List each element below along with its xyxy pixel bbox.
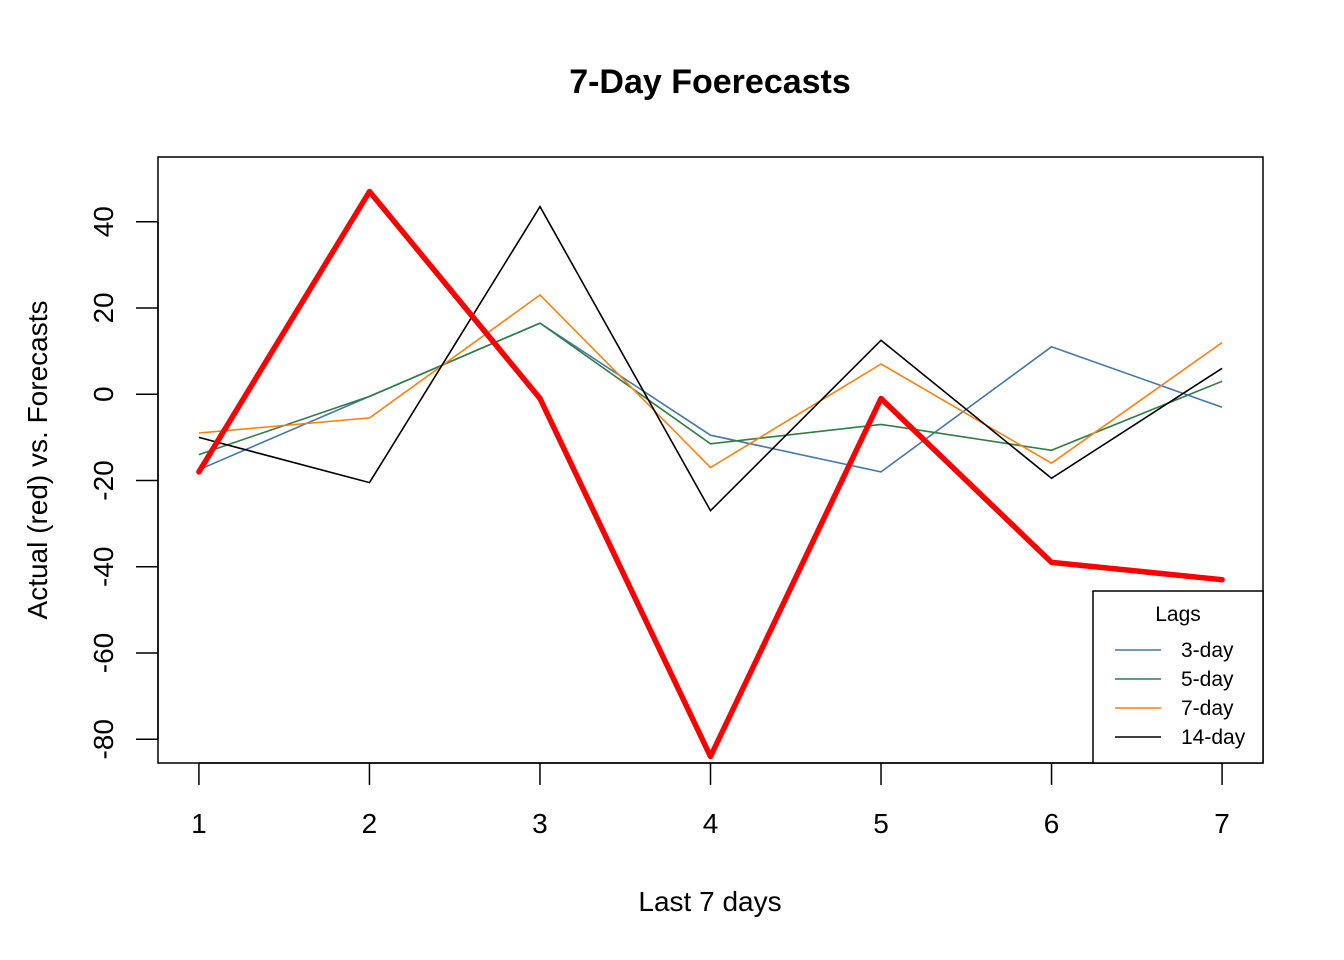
legend-entry: 5-day bbox=[1181, 668, 1234, 691]
y-tick-label: -40 bbox=[88, 547, 119, 587]
x-tick-label: 7 bbox=[1214, 808, 1230, 839]
actual-line bbox=[196, 188, 1225, 760]
legend-entry: 14-day bbox=[1181, 726, 1246, 749]
x-axis: 1 2 3 4 5 6 7 bbox=[191, 762, 1230, 839]
x-tick-label: 3 bbox=[532, 808, 548, 839]
legend-entry: 7-day bbox=[1181, 697, 1234, 720]
series-line-7-day bbox=[198, 293, 1223, 469]
y-tick-label: 20 bbox=[88, 292, 119, 323]
y-tick-label: -20 bbox=[88, 460, 119, 500]
x-tick-label: 2 bbox=[362, 808, 378, 839]
x-axis-label: Last 7 days bbox=[638, 886, 781, 917]
legend-entry: 3-day bbox=[1181, 639, 1234, 662]
x-tick-label: 5 bbox=[873, 808, 889, 839]
y-tick-label: -80 bbox=[88, 719, 119, 759]
x-tick-label: 6 bbox=[1044, 808, 1060, 839]
series-layer bbox=[196, 188, 1225, 760]
chart-title: 7-Day Foerecasts bbox=[569, 63, 851, 101]
series-line-3-day bbox=[198, 322, 1223, 473]
x-tick-label: 1 bbox=[191, 808, 207, 839]
legend-box bbox=[1092, 590, 1264, 764]
series-line-5-day bbox=[198, 322, 1223, 456]
legend-title: Lags bbox=[1155, 603, 1201, 626]
x-tick-label: 4 bbox=[703, 808, 719, 839]
y-tick-label: 0 bbox=[88, 386, 119, 402]
y-axis: -80 -60 -40 -20 0 20 40 bbox=[88, 206, 159, 760]
y-axis-label: Actual (red) vs. Forecasts bbox=[22, 301, 53, 620]
y-tick-label: 40 bbox=[88, 206, 119, 237]
y-tick-label: -60 bbox=[88, 633, 119, 673]
legend: Lags 3-day 5-day 7-day 14-day bbox=[1092, 590, 1264, 764]
series-line-14-day bbox=[198, 205, 1223, 513]
